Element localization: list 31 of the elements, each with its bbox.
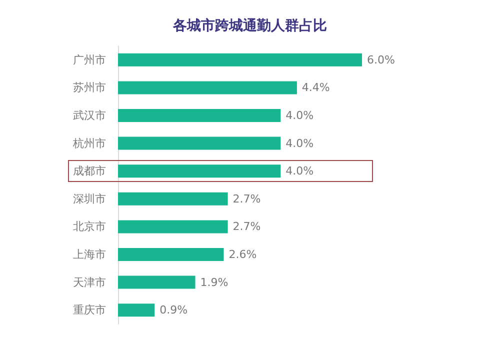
data-label: 4.0% bbox=[286, 164, 314, 178]
data-label: 4.0% bbox=[286, 109, 314, 122]
data-label: 2.6% bbox=[228, 248, 257, 261]
y-tick-label: 武汉市 bbox=[73, 109, 106, 122]
bar bbox=[118, 304, 155, 317]
bar bbox=[118, 109, 281, 122]
y-tick-label: 杭州市 bbox=[72, 136, 106, 150]
y-tick-label: 苏州市 bbox=[73, 81, 106, 94]
bar bbox=[118, 53, 362, 66]
bar bbox=[118, 276, 196, 289]
bar bbox=[118, 192, 228, 206]
y-tick-label: 广州市 bbox=[73, 53, 106, 66]
bar bbox=[118, 164, 281, 178]
data-label: 4.0% bbox=[286, 136, 314, 150]
y-tick-label: 上海市 bbox=[73, 248, 106, 261]
data-label: 4.4% bbox=[302, 81, 330, 94]
bar bbox=[118, 248, 224, 261]
bar bbox=[118, 136, 281, 150]
chart-title: 各城市跨城通勤人群占比 bbox=[172, 17, 327, 34]
y-tick-label: 北京市 bbox=[73, 220, 106, 234]
data-label: 0.9% bbox=[160, 304, 188, 317]
y-tick-label: 深圳市 bbox=[73, 192, 106, 206]
bar bbox=[118, 220, 228, 234]
data-label: 2.7% bbox=[232, 220, 261, 234]
y-tick-label: 天津市 bbox=[73, 276, 106, 289]
y-tick-label: 重庆市 bbox=[73, 304, 106, 317]
y-tick-label: 成都市 bbox=[73, 164, 106, 178]
data-label: 6.0% bbox=[367, 53, 395, 66]
data-label: 1.9% bbox=[200, 276, 228, 289]
data-label: 2.7% bbox=[232, 192, 261, 206]
bar bbox=[118, 81, 297, 94]
